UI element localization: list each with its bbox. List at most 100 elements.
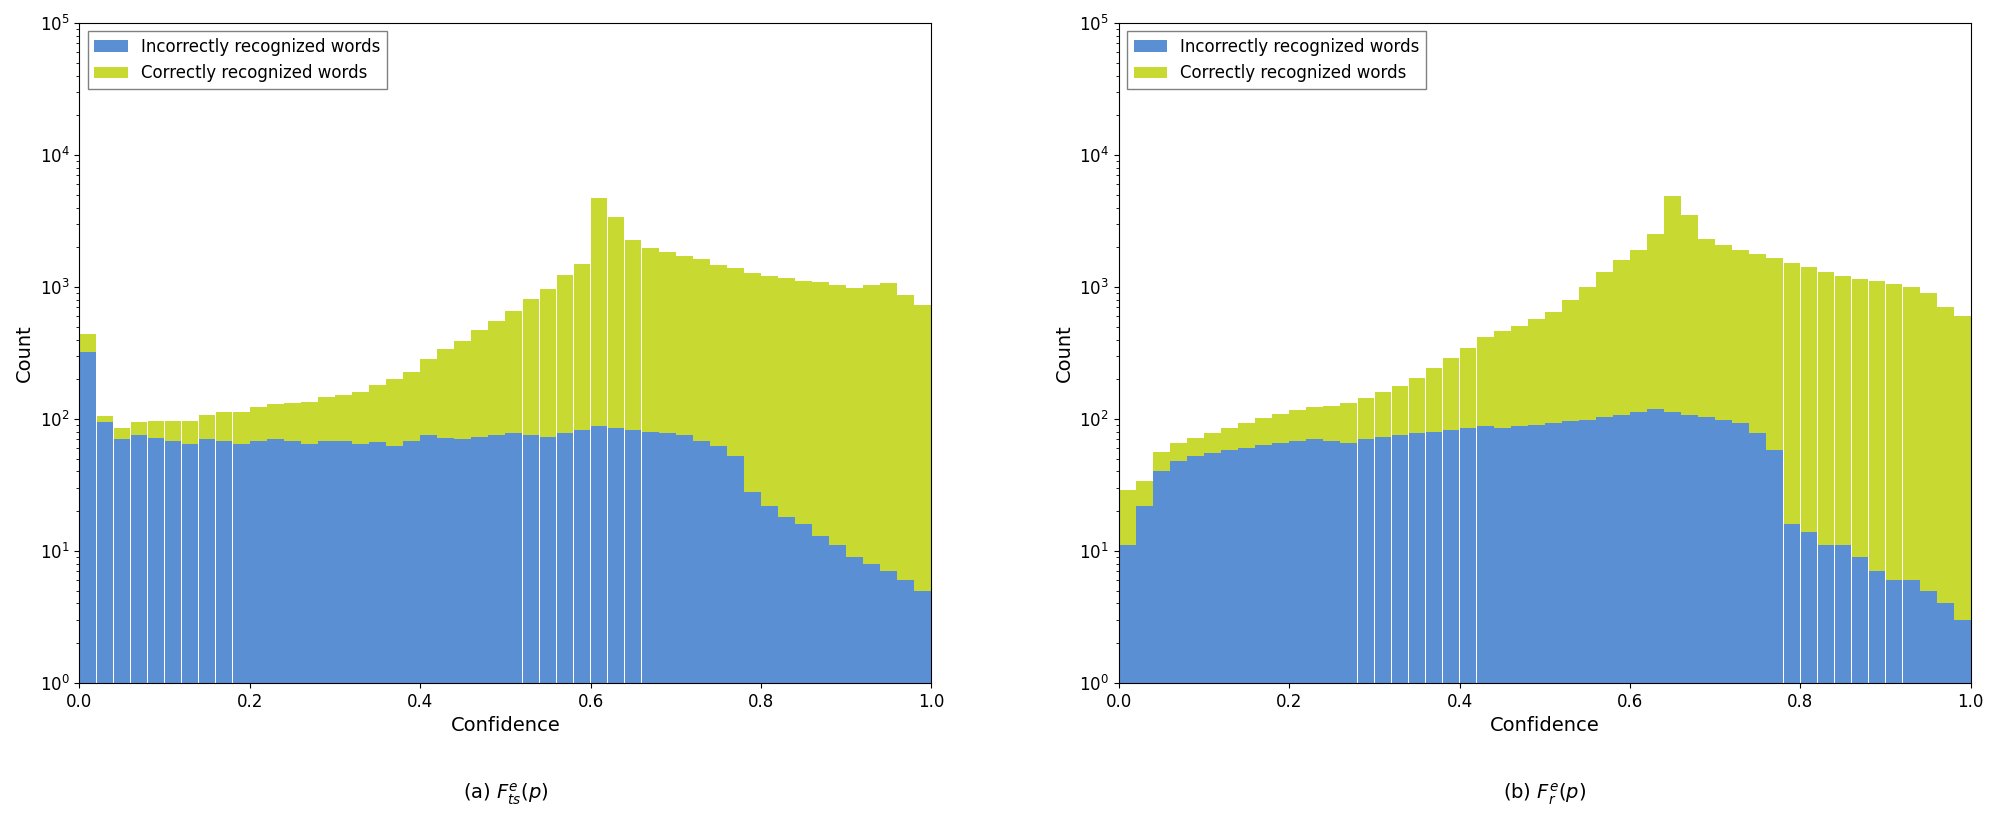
Bar <box>130 422 148 436</box>
Bar <box>1782 263 1800 524</box>
Bar <box>659 433 675 683</box>
Bar <box>438 437 454 683</box>
Bar <box>216 441 232 683</box>
Bar <box>1628 250 1646 412</box>
Bar <box>845 289 863 557</box>
Bar <box>268 438 284 683</box>
Bar <box>1459 348 1477 428</box>
Bar <box>1493 427 1510 683</box>
Bar <box>1782 520 1800 683</box>
Bar <box>589 426 607 683</box>
Bar <box>1628 412 1646 683</box>
Bar <box>454 341 472 439</box>
Bar <box>1698 417 1714 683</box>
Bar <box>336 441 352 683</box>
Bar <box>555 433 573 683</box>
Bar <box>539 289 555 437</box>
Bar <box>555 276 573 433</box>
Bar <box>1409 433 1425 683</box>
Bar <box>1510 326 1526 426</box>
Bar <box>845 551 863 683</box>
Bar <box>1307 438 1323 683</box>
Bar <box>318 398 334 441</box>
Bar <box>743 273 761 492</box>
Bar <box>1526 424 1544 683</box>
Bar <box>1918 293 1936 591</box>
Bar <box>795 280 811 524</box>
Bar <box>1341 442 1357 683</box>
Bar <box>863 557 879 683</box>
Bar <box>727 267 743 456</box>
Bar <box>777 278 795 517</box>
Bar <box>1255 445 1271 683</box>
Bar <box>1289 441 1305 683</box>
Bar <box>625 240 641 430</box>
Bar <box>386 446 404 683</box>
Bar <box>420 435 438 683</box>
Bar <box>1425 431 1443 683</box>
Bar <box>216 412 232 441</box>
Bar <box>1850 551 1868 683</box>
X-axis label: Confidence: Confidence <box>450 716 559 735</box>
Bar <box>879 563 897 683</box>
Bar <box>539 437 555 683</box>
Bar <box>1902 287 1918 580</box>
Bar <box>505 311 521 433</box>
Bar <box>1578 287 1594 420</box>
Bar <box>284 402 300 441</box>
Bar <box>743 490 761 683</box>
Bar <box>370 385 386 442</box>
Bar <box>198 415 216 439</box>
Bar <box>420 359 438 436</box>
Bar <box>625 429 641 683</box>
Bar <box>1714 420 1730 683</box>
Bar <box>1341 403 1357 443</box>
Bar <box>302 443 318 683</box>
Bar <box>709 446 727 683</box>
Bar <box>1477 337 1493 426</box>
Bar <box>1307 407 1323 439</box>
Bar <box>1680 215 1696 415</box>
Bar <box>386 379 404 446</box>
Bar <box>1952 603 1970 683</box>
X-axis label: Confidence: Confidence <box>1489 716 1598 735</box>
Bar <box>96 421 114 683</box>
Bar <box>1646 234 1662 410</box>
Bar <box>1732 250 1748 423</box>
Bar <box>1443 358 1459 429</box>
Bar <box>521 299 539 435</box>
Bar <box>1594 272 1612 417</box>
Bar <box>913 306 931 591</box>
Bar <box>96 416 114 422</box>
Bar <box>1119 541 1135 683</box>
Bar <box>1323 441 1339 683</box>
Bar <box>404 372 420 441</box>
Bar <box>505 433 521 683</box>
Bar <box>472 330 488 437</box>
Bar <box>1664 411 1680 683</box>
Bar <box>1169 443 1187 461</box>
Bar <box>1834 276 1850 546</box>
Bar <box>1800 528 1816 683</box>
Bar <box>114 428 130 439</box>
Bar <box>607 217 623 428</box>
Bar <box>1477 426 1493 683</box>
Bar <box>352 443 370 683</box>
Bar <box>1714 245 1730 420</box>
Bar <box>114 438 130 683</box>
Bar <box>1375 392 1391 437</box>
Bar <box>589 198 607 426</box>
Bar <box>829 285 845 546</box>
Bar <box>1425 368 1443 432</box>
Bar <box>1237 447 1255 683</box>
Bar <box>1544 311 1560 423</box>
Bar <box>1766 258 1782 450</box>
Bar <box>863 285 879 563</box>
Bar <box>302 402 318 444</box>
Bar <box>1936 591 1952 683</box>
Bar <box>675 435 691 683</box>
Bar <box>284 441 300 683</box>
Bar <box>404 441 420 683</box>
Bar <box>250 441 266 683</box>
Bar <box>1816 272 1834 546</box>
